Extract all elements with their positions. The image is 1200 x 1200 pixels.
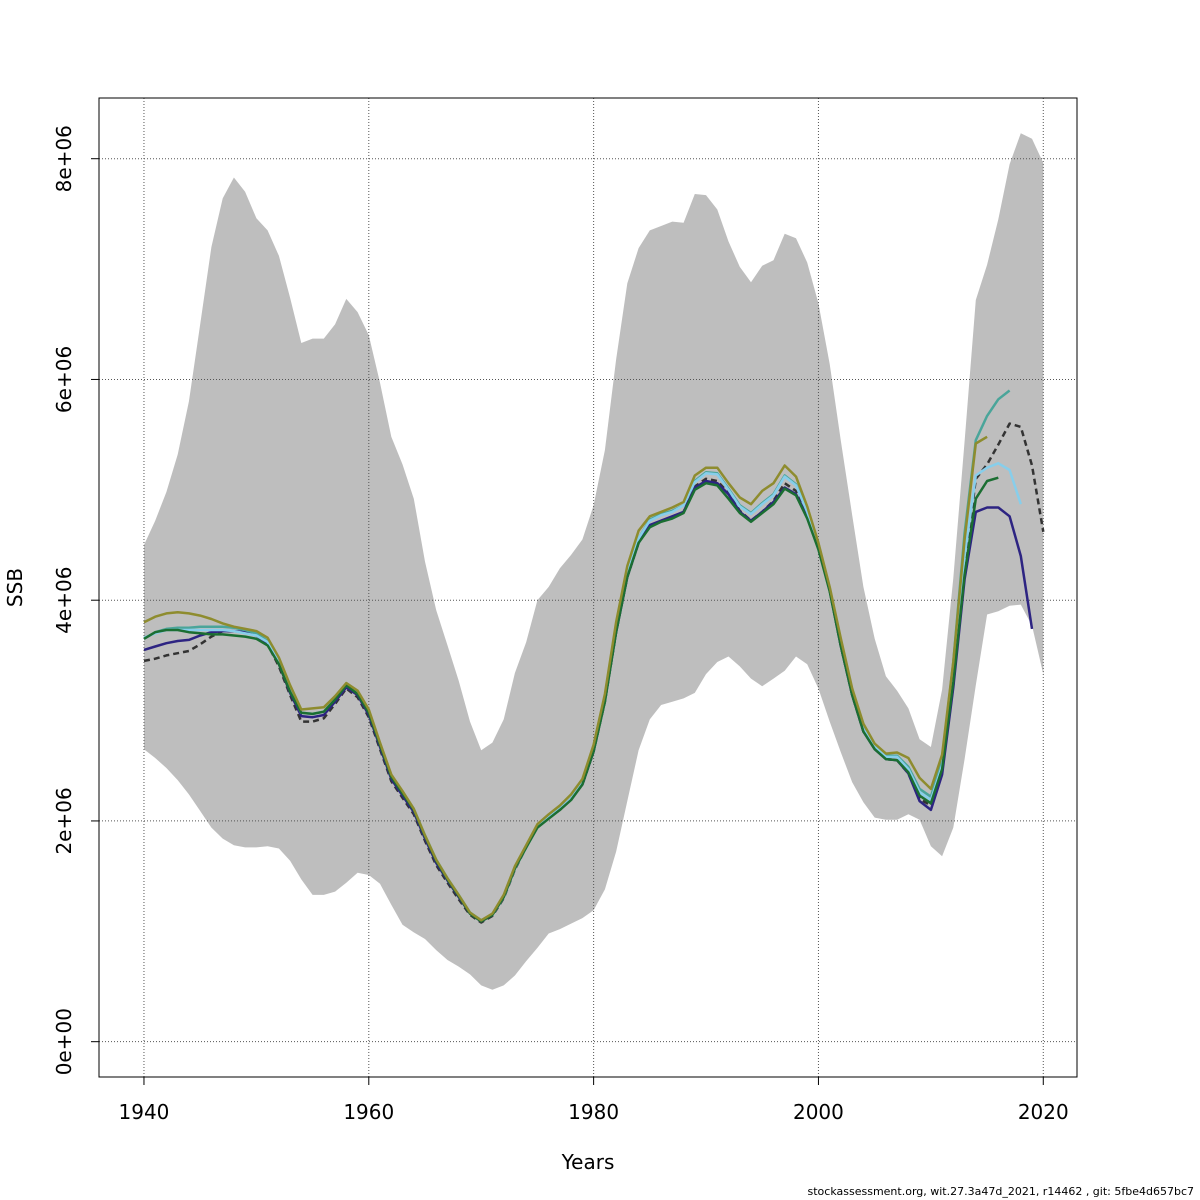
y-tick-label: 2e+06 xyxy=(52,787,76,854)
grid-overlay xyxy=(99,98,1077,1077)
y-axis-title: SSB xyxy=(3,568,27,607)
x-axis-title: Years xyxy=(561,1150,615,1174)
y-tick-label: 8e+06 xyxy=(52,125,76,192)
x-tick-label: 1940 xyxy=(119,1100,170,1124)
x-axis: 1940 1960 1980 2000 2020 xyxy=(119,1076,1069,1124)
series-line-6 xyxy=(143,435,988,922)
x-tick-label: 2020 xyxy=(1018,1100,1069,1124)
confidence-band xyxy=(144,133,1044,990)
y-tick-label: 4e+06 xyxy=(52,567,76,634)
x-tick-label: 1960 xyxy=(343,1100,394,1124)
y-axis: 0e+00 2e+06 4e+06 6e+06 8e+06 xyxy=(52,125,100,1075)
x-tick-label: 1980 xyxy=(568,1100,619,1124)
y-tick-label: 0e+00 xyxy=(52,1008,76,1075)
series-line-5 xyxy=(143,476,999,923)
series-lines xyxy=(143,389,1045,924)
footer-credit: stockassessment.org, wit.27.3a47d_2021, … xyxy=(807,1185,1194,1198)
x-tick-label: 2000 xyxy=(793,1100,844,1124)
y-tick-label: 6e+06 xyxy=(52,346,76,413)
